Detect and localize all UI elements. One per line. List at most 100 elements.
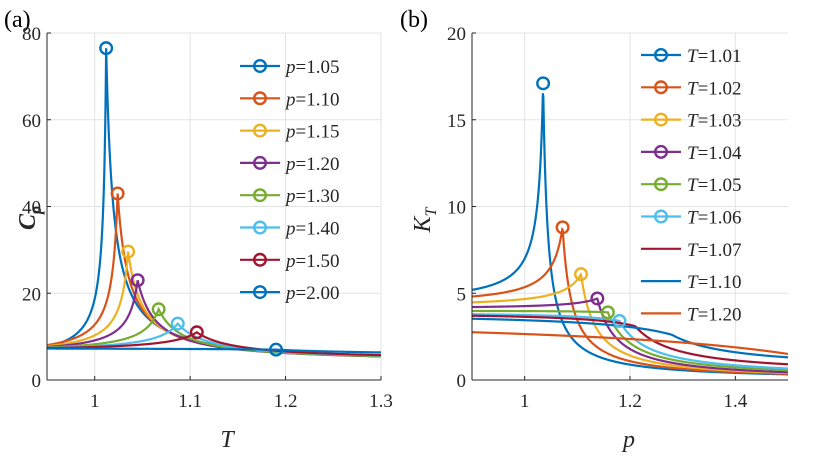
legend-marker [252, 188, 267, 203]
x-tick-label: 1.1 [178, 391, 202, 412]
legend-entry-1.30: p=1.30 [240, 186, 339, 207]
legend-label: p=2.00 [284, 283, 339, 304]
panel-b-xlabel: p [621, 427, 635, 453]
y-tick-label: 5 [457, 284, 467, 305]
panel-b-label: (b) [400, 7, 428, 33]
panel-b-ylabel-sub: T [423, 206, 440, 216]
svg-text:KT: KT [410, 206, 440, 233]
panel-a-grid [47, 32, 382, 381]
y-tick-label: 60 [22, 111, 41, 132]
legend-label: p=1.50 [284, 251, 339, 272]
x-tick-label: 1 [90, 391, 100, 412]
y-tick-label: 40 [22, 198, 41, 219]
series-line-1.10 [472, 317, 788, 359]
series-line-2.00 [47, 347, 381, 354]
legend-marker [252, 285, 267, 300]
legend-entry-1.03: T=1.03 [641, 111, 742, 132]
legend-label: p=1.30 [284, 186, 339, 207]
x-tick-label: 1 [520, 391, 530, 412]
panel-a: (a) 1 1.1 1.2 1.3 0 20 40 60 80 T Cp p=1.05 p=1.1… [4, 7, 393, 453]
y-tick-label: 0 [457, 371, 467, 392]
legend-entry-1.10: p=1.10 [240, 89, 339, 110]
legend-marker [252, 91, 267, 106]
legend-label: p=1.40 [284, 219, 339, 240]
panel-a-ylabel-main: C [15, 213, 41, 230]
legend-entry-1.20: T=1.20 [641, 304, 742, 325]
legend-marker [654, 144, 669, 159]
peak-marker-1.05 [600, 305, 615, 320]
series-line-1.04 [472, 297, 788, 374]
panel-a-ticks: 1 1.1 1.2 1.3 0 20 40 60 80 [22, 24, 393, 412]
legend-entry-1.07: T=1.07 [641, 240, 742, 261]
peak-marker-1.30 [151, 302, 166, 317]
legend-marker [654, 112, 669, 127]
panel-a-ylabel: Cp [15, 206, 45, 230]
panel-b-grid [472, 32, 788, 381]
series-line-1.07 [472, 314, 788, 366]
x-tick-label: 1.4 [723, 391, 747, 412]
legend-entry-1.10: T=1.10 [641, 272, 742, 293]
legend-marker [252, 59, 267, 74]
panel-b-ylabel-main: K [410, 214, 436, 233]
panel-a-label: (a) [4, 7, 31, 33]
peak-marker-1.40 [170, 316, 185, 331]
legend-entry-1.02: T=1.02 [641, 78, 742, 99]
legend-entry-1.40: p=1.40 [240, 219, 339, 240]
legend-label: T=1.06 [687, 208, 742, 229]
y-tick-label: 10 [447, 198, 466, 219]
legend-label: T=1.05 [687, 175, 742, 196]
peak-marker-1.15 [121, 244, 136, 259]
panel-b-lines [472, 76, 788, 376]
panel-a-lines [47, 41, 381, 358]
x-tick-label: 1.2 [618, 391, 642, 412]
legend-marker [252, 155, 267, 170]
legend-marker [654, 209, 669, 224]
legend-entry-1.50: p=1.50 [240, 251, 339, 272]
panel-b-legend: T=1.01 T=1.02 T=1.03 T=1.04 T=1.05 T=1.06 T=1.… [641, 46, 742, 325]
series-line-1.02 [472, 227, 788, 375]
y-tick-label: 80 [22, 24, 41, 45]
series-line-1.05 [472, 309, 788, 372]
legend-label: T=1.01 [687, 46, 742, 67]
legend-marker [252, 220, 267, 235]
peak-marker-1.10 [110, 186, 125, 201]
peak-marker-1.03 [574, 267, 589, 282]
panel-a-legend: p=1.05 p=1.10 p=1.15 p=1.20 p=1.30 p=1.40 p=1.… [240, 57, 339, 304]
legend-entry-1.15: p=1.15 [240, 122, 339, 143]
legend-label: T=1.07 [687, 240, 742, 261]
series-line-1.20 [472, 331, 788, 356]
legend-entry-1.04: T=1.04 [641, 143, 742, 164]
legend-label: T=1.02 [687, 78, 742, 99]
y-tick-label: 0 [32, 371, 42, 392]
legend-label: T=1.20 [687, 304, 742, 325]
panel-b-ylabel: KT [410, 206, 440, 233]
legend-label: p=1.05 [284, 57, 339, 78]
panel-a-ylabel-sub: p [28, 206, 45, 216]
legend-entry-1.01: T=1.01 [641, 46, 742, 67]
legend-marker [252, 252, 267, 267]
svg-text:Cp: Cp [15, 206, 45, 230]
legend-marker [654, 80, 669, 95]
peak-marker-1.50 [189, 325, 204, 340]
x-tick-label: 1.3 [369, 391, 393, 412]
y-tick-label: 20 [447, 24, 466, 45]
legend-marker [654, 48, 669, 63]
y-tick-label: 15 [447, 111, 466, 132]
peak-marker-1.05 [99, 41, 114, 56]
legend-entry-1.05: T=1.05 [641, 175, 742, 196]
peak-marker-2.00 [269, 342, 284, 357]
legend-label: p=1.15 [284, 122, 339, 143]
series-line-1.06 [472, 313, 788, 370]
legend-label: T=1.10 [687, 272, 742, 293]
series-line-1.50 [47, 330, 381, 357]
legend-entry-1.06: T=1.06 [641, 208, 742, 229]
legend-label: p=1.10 [284, 89, 339, 110]
peak-marker-1.06 [612, 314, 627, 329]
panel-b-ticks: 1 1.2 1.4 0 5 10 15 20 [447, 24, 748, 412]
legend-marker [252, 123, 267, 138]
panel-a-xlabel: T [220, 427, 235, 453]
peak-marker-1.20 [130, 273, 145, 288]
legend-label: T=1.04 [687, 143, 742, 164]
